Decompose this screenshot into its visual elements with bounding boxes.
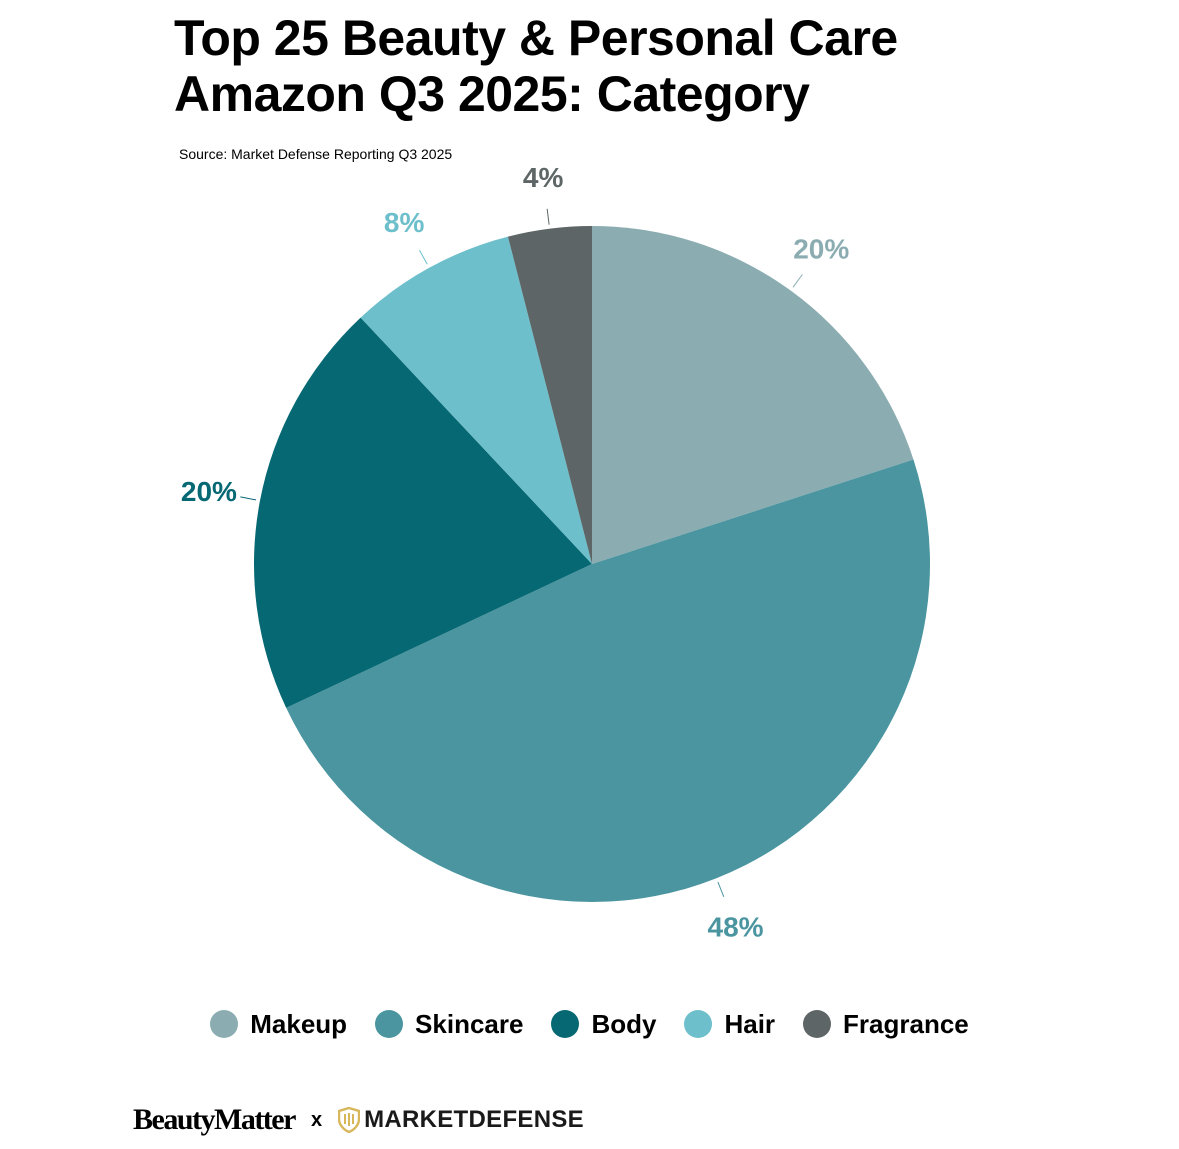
pie-label-makeup: 20%	[793, 233, 849, 264]
legend-label-fragrance: Fragrance	[843, 1008, 969, 1039]
pie-slice-fragrance	[507, 226, 592, 564]
pie-chart: 20% 48% 20% 8% 4%	[181, 162, 930, 943]
legend-label-hair: Hair	[724, 1008, 776, 1039]
pie-slice-skincare	[286, 459, 930, 903]
legend-label-skincare: Skincare	[415, 1008, 524, 1039]
chart-source: Source: Market Defense Reporting Q3 2025	[179, 146, 453, 162]
pie-leader-hair	[419, 250, 428, 265]
legend-swatch-body	[551, 1010, 580, 1038]
legend-item-hair: Hair	[684, 1009, 775, 1040]
beautymatter-logo: BeautyMatter	[133, 1103, 296, 1136]
pie-leader-fragrance	[546, 208, 550, 225]
shield-icon	[338, 1107, 361, 1133]
marketdefense-wordmark-market: MARKET	[364, 1106, 469, 1133]
marketdefense-logo: MARKETDEFENSE	[338, 1106, 584, 1134]
pie-leader-body	[240, 496, 257, 501]
legend-item-fragrance: Fragrance	[803, 1009, 969, 1040]
pie-slice-hair	[360, 236, 592, 564]
legend-item-body: Body	[551, 1009, 656, 1040]
chart-title-line2: Amazon Q3 2025: Category	[174, 66, 810, 122]
pie-leader-makeup	[792, 274, 803, 288]
footer-logos: BeautyMatter x MARKETDEFENSE	[133, 1100, 584, 1140]
chart-title-line1: Top 25 Beauty & Personal Care	[174, 10, 898, 66]
chart-title: Top 25 Beauty & Personal Care Amazon Q3 …	[174, 10, 1074, 122]
legend-item-makeup: Makeup	[210, 1009, 347, 1040]
pie-label-hair: 8%	[384, 207, 425, 238]
marketdefense-wordmark: MARKETDEFENSE	[364, 1106, 584, 1134]
pie-label-fragrance: 4%	[523, 162, 564, 193]
pie-leader-skincare	[717, 881, 725, 898]
pie-label-skincare: 48%	[708, 912, 764, 943]
legend-label-makeup: Makeup	[250, 1008, 348, 1039]
pie-slice-makeup	[592, 226, 914, 564]
legend-item-skincare: Skincare	[375, 1009, 523, 1040]
legend-swatch-fragrance	[803, 1010, 832, 1038]
logo-separator: x	[310, 1108, 323, 1131]
marketdefense-wordmark-defense: DEFENSE	[468, 1106, 584, 1133]
legend-swatch-makeup	[210, 1010, 239, 1038]
legend-swatch-hair	[684, 1010, 713, 1038]
chart-legend: Makeup Skincare Body Hair Fragrance	[0, 1004, 1179, 1044]
legend-swatch-skincare	[375, 1010, 404, 1038]
pie-label-body: 20%	[181, 476, 237, 507]
pie-slice-body	[254, 317, 592, 708]
legend-label-body: Body	[591, 1008, 657, 1039]
